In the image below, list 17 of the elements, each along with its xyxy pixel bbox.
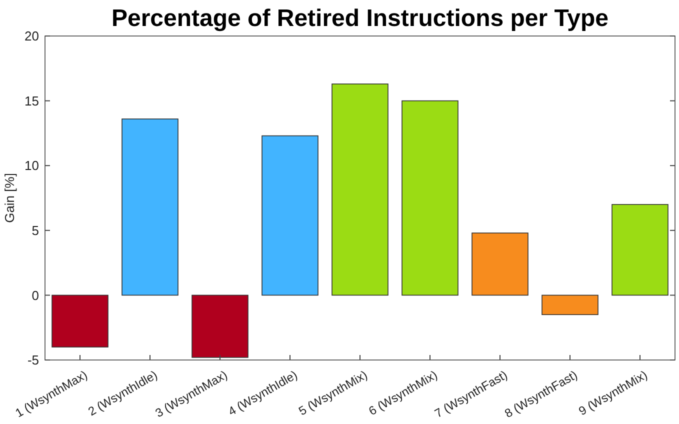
chart-title: Percentage of Retired Instructions per Type	[111, 5, 609, 32]
bar	[472, 232, 528, 296]
bar	[122, 118, 178, 296]
y-axis-title: Gain [%]	[2, 173, 17, 223]
bar	[332, 84, 388, 296]
y-tick-label: 20	[24, 28, 39, 44]
y-tick-label: 15	[24, 93, 39, 108]
y-tick-label: 5	[32, 222, 39, 238]
bar	[192, 294, 248, 358]
bar	[52, 294, 108, 348]
y-tick-label: -5	[27, 352, 39, 368]
y-tick-label: 10	[24, 158, 39, 174]
bar	[402, 100, 458, 296]
bar	[262, 135, 318, 296]
bar	[542, 294, 598, 316]
bar	[612, 204, 668, 296]
y-tick-label: 0	[32, 288, 39, 303]
